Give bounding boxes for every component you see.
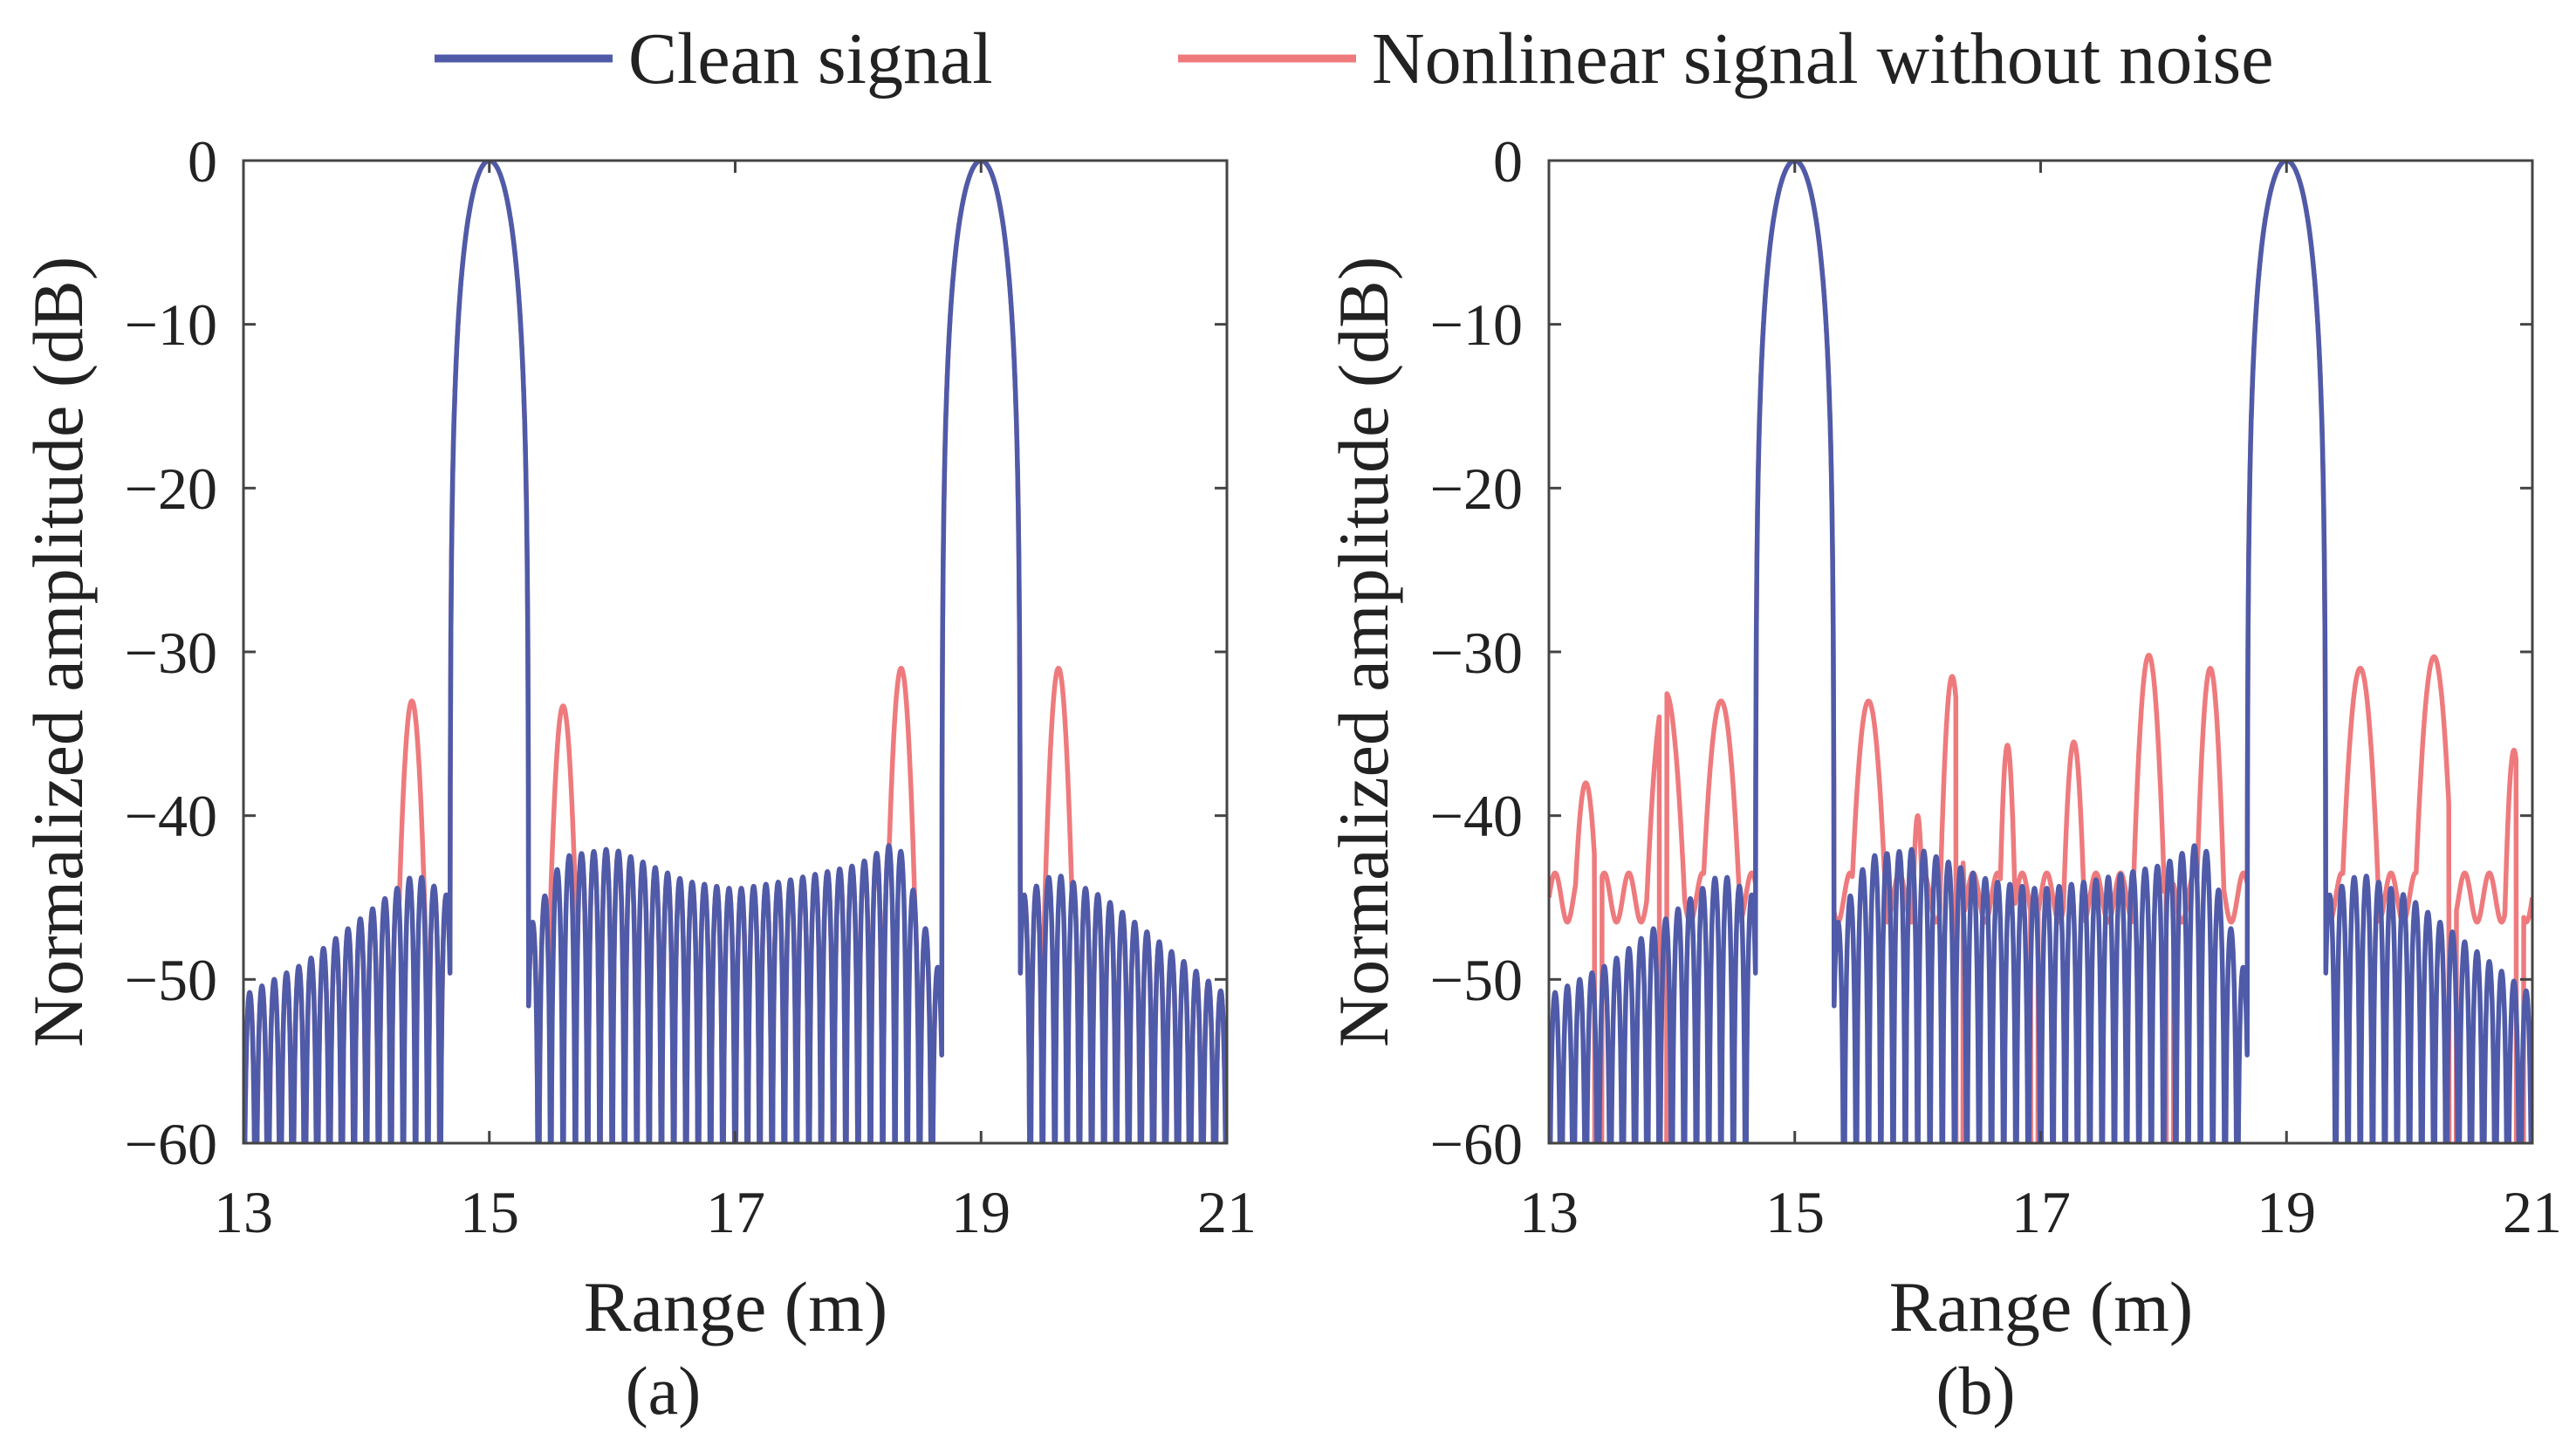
panel-b-ytick-labels: 0 −10 −20 −30 −40 −50 −60 [1430,128,1523,1177]
panel-a-ytick-labels: 0 −10 −20 −30 −40 −50 −60 [125,128,217,1177]
panel-a-nonlinear-line [243,161,1227,1143]
panel-b-xtick-label: 21 [2503,1179,2562,1245]
panel-b-ytick-label: −10 [1430,291,1523,358]
panel-a-clean-line [243,161,1227,1143]
panel-b-xtick-label: 13 [1519,1179,1579,1245]
panel-b-xtick-label: 15 [1765,1179,1825,1245]
panel-b-nonlinear-line [1549,161,2532,1143]
legend-label-nonlinear: Nonlinear signal without noise [1372,18,2274,99]
panel-b-ytick-label: 0 [1493,128,1523,195]
panel-b-clean-line [1549,161,2532,1143]
panel-a-ticks [242,159,1229,1145]
panel-a-xtick-label: 19 [951,1179,1011,1245]
panel-a-ytick-label: −20 [125,456,217,522]
panel-b-ytick-label: −40 [1430,783,1523,849]
panel-b-ytick-label: −50 [1430,947,1523,1013]
panel-a-ytick-label: −50 [125,947,217,1013]
panel-b-ytick-label: −60 [1430,1111,1523,1177]
panel-a-label: (a) [626,1353,702,1429]
panel-a-xtick-label: 15 [460,1179,519,1245]
panel-b-label: (b) [1936,1353,2016,1429]
panel-a-xlabel: Range (m) [584,1267,887,1346]
panel-b-xtick-label: 19 [2257,1179,2316,1245]
panel-b-ytick-label: −30 [1430,620,1523,686]
panel-a-ytick-label: −30 [125,620,217,686]
panel-a-ytick-label: −40 [125,783,217,849]
panel-a-series-nonlinear [243,161,1227,1143]
panel-a-series-clean [243,161,1227,1143]
panel-a-xtick-label: 13 [214,1179,273,1245]
panel-b-series-clean [1549,161,2532,1143]
panel-b-xtick-labels: 13 15 17 19 21 [1519,1179,2562,1245]
panel-b-ylabel: Normalized amplitude (dB) [1324,257,1403,1047]
legend: Clean signal Nonlinear signal without no… [435,18,2274,99]
legend-label-clean: Clean signal [628,18,993,99]
panel-b-xtick-label: 17 [2011,1179,2071,1245]
panel-a-ytick-label: −60 [125,1111,217,1177]
panel-a-ytick-label: −10 [125,291,217,358]
panel-a-ytick-label: 0 [188,128,217,195]
panel-a-ylabel: Normalized amplitude (dB) [18,257,98,1047]
panel-a: 0 −10 −20 −30 −40 −50 −60 13 15 17 19 21… [18,128,1257,1429]
panel-a-xtick-labels: 13 15 17 19 21 [214,1179,1257,1245]
panel-b-series-nonlinear [1549,161,2532,1143]
panel-b-xlabel: Range (m) [1889,1267,2193,1346]
panel-a-xtick-label: 21 [1197,1179,1257,1245]
panel-b: 0 −10 −20 −30 −40 −50 −60 13 15 17 19 21… [1324,128,2562,1429]
panel-b-ticks [1547,159,2534,1145]
panel-a-xtick-label: 17 [706,1179,765,1245]
panel-b-ytick-label: −20 [1430,456,1523,522]
